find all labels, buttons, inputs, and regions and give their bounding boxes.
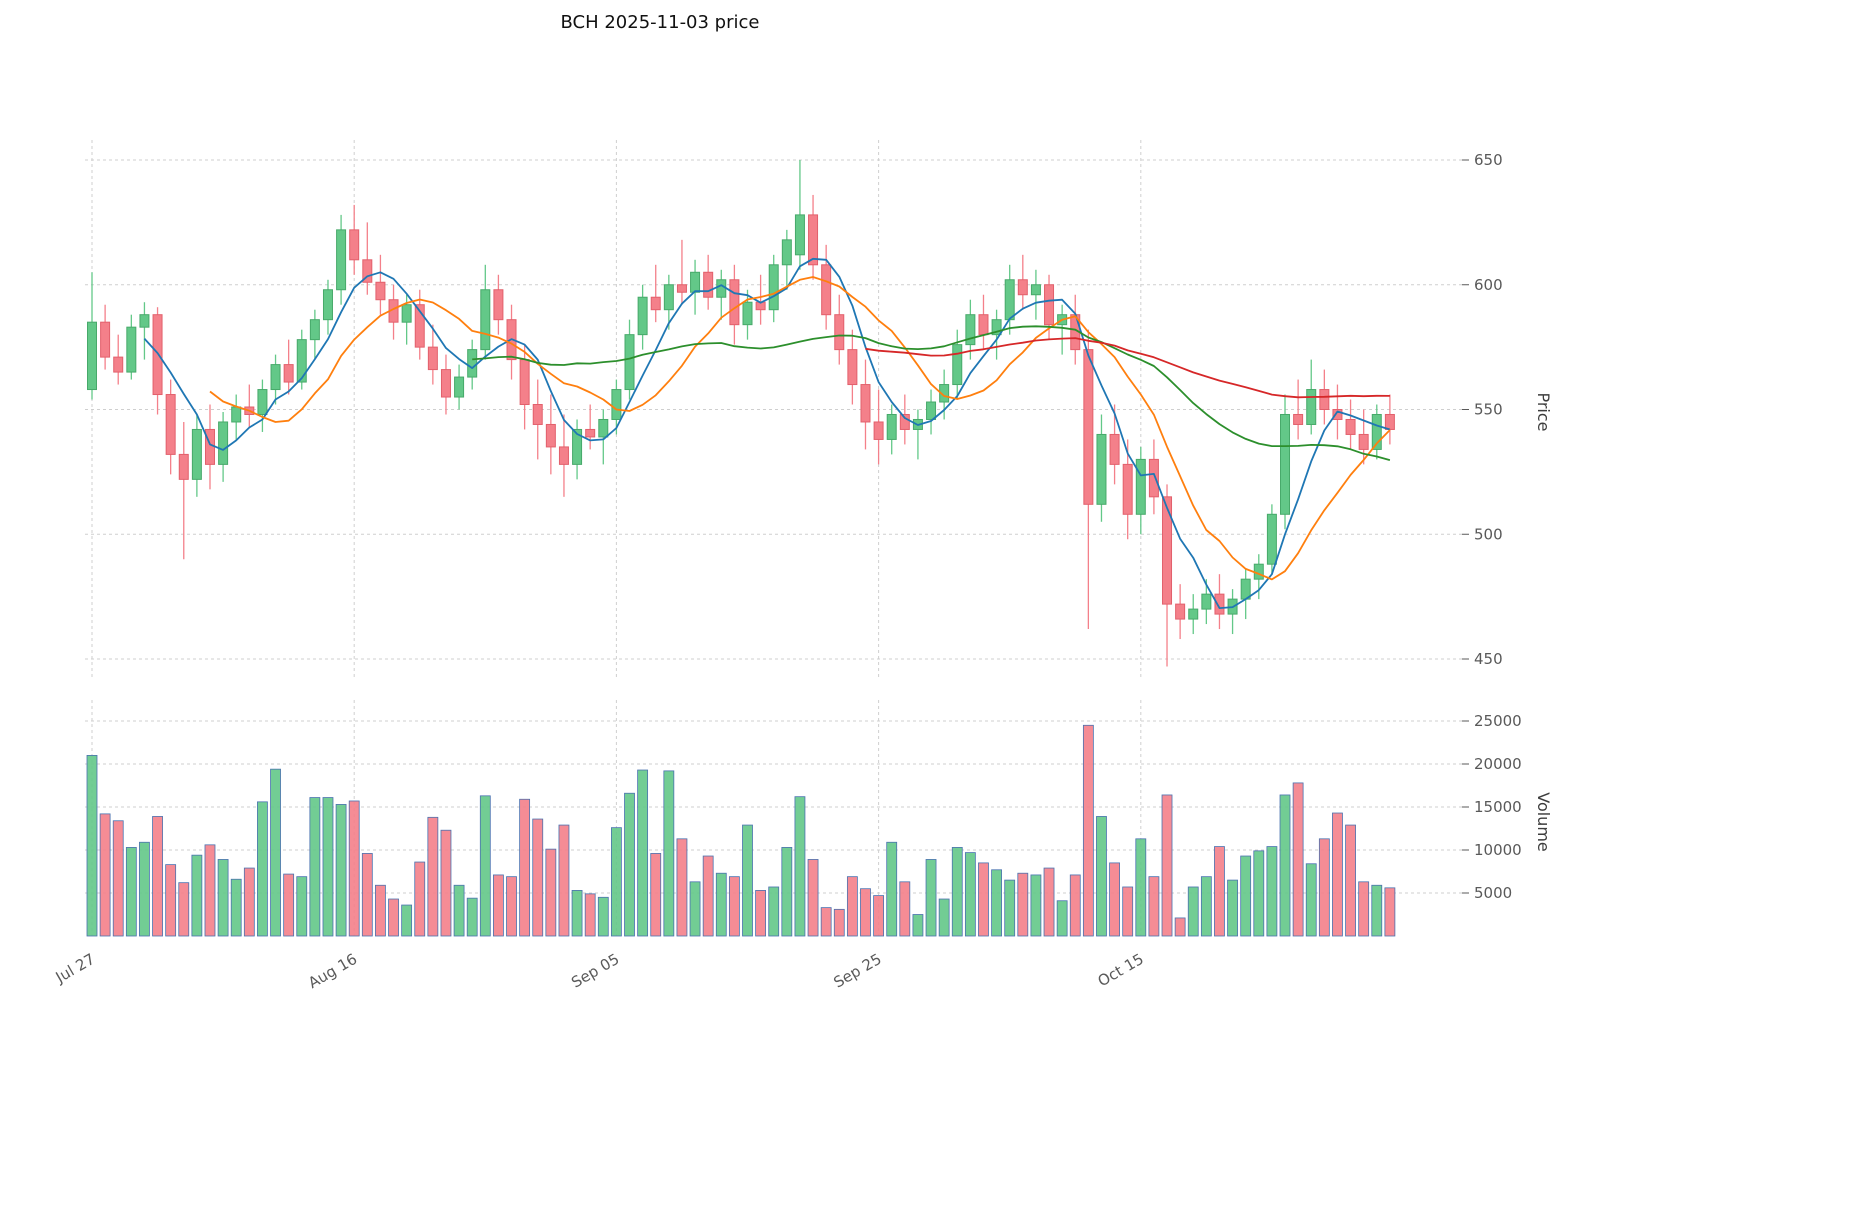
svg-text:Oct 15: Oct 15 — [1095, 950, 1147, 990]
svg-text:600: 600 — [1474, 276, 1503, 294]
price-axis-label: Price — [1534, 392, 1553, 431]
svg-text:15000: 15000 — [1474, 798, 1522, 816]
svg-text:Aug 16: Aug 16 — [305, 950, 360, 992]
svg-text:25000: 25000 — [1474, 712, 1522, 730]
volume-axis-label: Volume — [1534, 792, 1553, 852]
svg-text:10000: 10000 — [1474, 841, 1522, 859]
svg-text:650: 650 — [1474, 151, 1503, 169]
svg-text:20000: 20000 — [1474, 755, 1522, 773]
svg-text:500: 500 — [1474, 525, 1503, 543]
svg-text:Sep 25: Sep 25 — [830, 950, 884, 992]
svg-text:550: 550 — [1474, 401, 1503, 419]
svg-text:5000: 5000 — [1474, 884, 1512, 902]
svg-text:Sep 05: Sep 05 — [568, 950, 622, 992]
chart-plot-area: 450 500 550 600 650 5000 10000 15000 20000 25000 J… — [52, 140, 1522, 992]
svg-text:Jul 27: Jul 27 — [52, 950, 98, 987]
svg-text:450: 450 — [1474, 650, 1503, 668]
chart-title: BCH 2025-11-03 price — [561, 12, 760, 33]
